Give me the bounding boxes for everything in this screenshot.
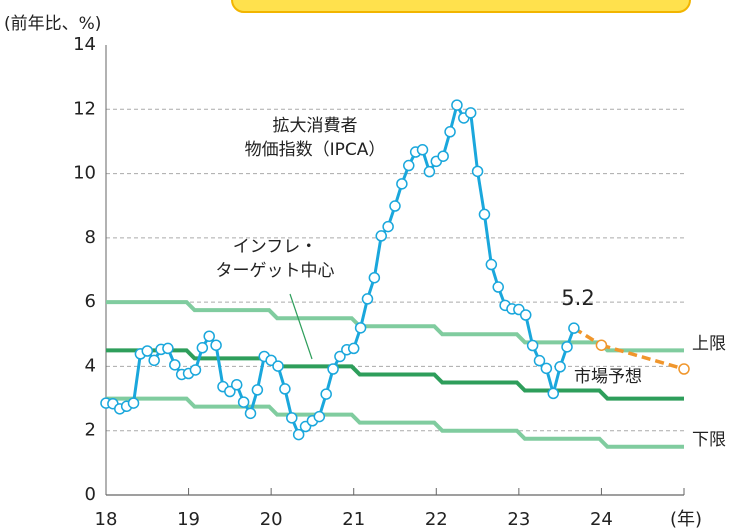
y-tick-label: 12 <box>73 98 96 119</box>
series-label: 物価指数（IPCA） <box>245 140 386 160</box>
point <box>210 339 222 351</box>
point <box>368 271 381 284</box>
point <box>451 99 463 111</box>
y-tick-label: 14 <box>73 34 96 55</box>
point <box>148 354 160 367</box>
y-tick-label: 0 <box>85 484 96 505</box>
target-line <box>106 396 684 449</box>
point <box>189 364 202 376</box>
target-line <box>106 348 684 401</box>
x-tick-label: 20 <box>260 509 283 530</box>
point <box>169 359 181 371</box>
point <box>292 428 305 441</box>
point <box>416 144 429 156</box>
point <box>403 159 415 172</box>
point <box>382 220 394 233</box>
y-tick-label: 10 <box>73 163 96 184</box>
point <box>375 230 387 242</box>
point <box>561 341 573 353</box>
y-tick-label: 6 <box>85 291 96 312</box>
point <box>237 396 250 408</box>
point <box>540 362 553 375</box>
point <box>244 407 257 420</box>
point <box>127 397 140 409</box>
series-label: 市場予想 <box>574 367 642 387</box>
point <box>533 354 546 367</box>
point <box>547 387 560 400</box>
point <box>230 379 243 391</box>
point <box>678 363 690 375</box>
y-tick-label: 2 <box>85 420 96 441</box>
y-tick-label: 8 <box>85 227 96 248</box>
point <box>444 126 456 138</box>
x-tick-label: 22 <box>425 509 448 530</box>
point <box>361 293 374 305</box>
point <box>354 322 367 334</box>
series-label: インフレ・ <box>233 237 318 257</box>
point <box>471 165 484 178</box>
point <box>396 178 408 190</box>
leader-line <box>289 293 313 360</box>
y-axis-label: (前年比、%) <box>4 14 101 34</box>
x-axis-label: (年) <box>670 509 702 530</box>
target-line <box>106 300 684 353</box>
x-tick-label: 18 <box>95 509 118 530</box>
point <box>327 363 339 375</box>
point <box>272 360 284 372</box>
x-tick-label: 21 <box>342 509 365 530</box>
point <box>320 388 332 400</box>
point <box>141 345 154 357</box>
point <box>423 165 436 178</box>
point <box>464 107 477 119</box>
x-tick-label: 19 <box>177 509 200 530</box>
point <box>162 342 174 355</box>
point <box>568 322 580 334</box>
y-tick-label: 4 <box>85 355 96 376</box>
last-value-label: 5.2 <box>561 286 594 310</box>
point <box>196 342 209 354</box>
point <box>478 208 491 221</box>
point <box>595 339 608 351</box>
point <box>203 330 215 342</box>
point <box>389 200 401 212</box>
point <box>286 412 298 424</box>
series-line <box>600 343 685 371</box>
x-tick-label: 23 <box>507 509 530 530</box>
series-label: 拡大消費者 <box>273 116 358 136</box>
point <box>224 385 236 398</box>
point <box>526 339 539 352</box>
point <box>279 383 291 395</box>
series-label: 上限 <box>692 334 726 354</box>
point <box>492 281 504 293</box>
point <box>485 258 498 271</box>
series-label: 下限 <box>692 430 726 450</box>
point <box>554 361 566 373</box>
point <box>519 309 532 321</box>
banner <box>231 0 691 13</box>
series-label: ターゲット中心 <box>216 261 335 281</box>
point <box>437 150 449 162</box>
point <box>251 384 264 396</box>
x-tick-label: 24 <box>590 509 613 530</box>
point <box>334 350 346 363</box>
point <box>313 410 326 423</box>
point <box>347 342 360 355</box>
